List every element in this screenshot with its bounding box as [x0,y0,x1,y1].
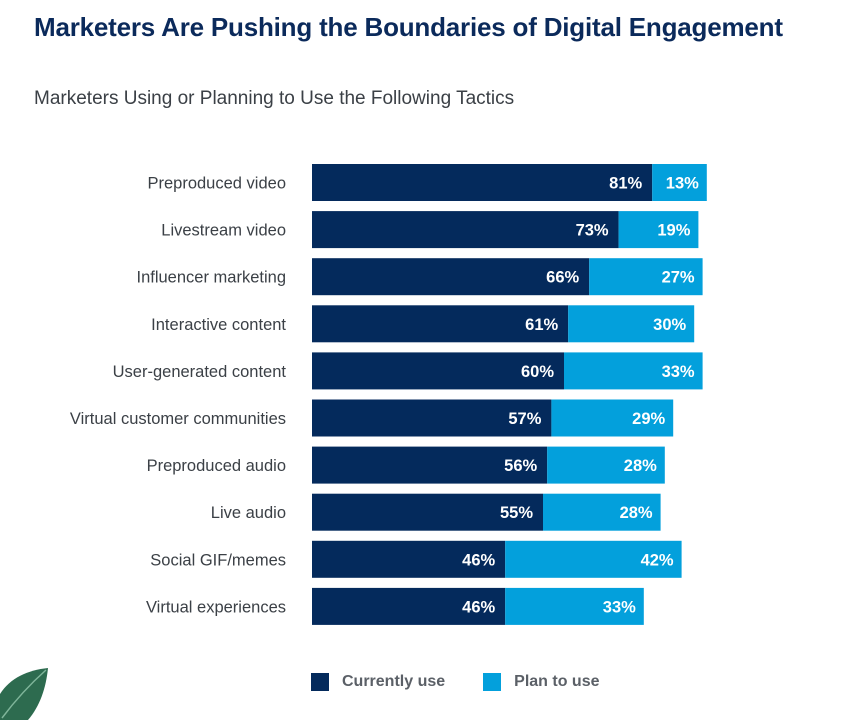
chart-subtitle: Marketers Using or Planning to Use the F… [34,88,515,109]
bar-plan-to-use [589,258,703,296]
data-label-currently-use: 57% [508,410,541,428]
legend-label-plan-to-use: Plan to use [514,673,600,690]
data-label-currently-use: 55% [500,504,533,522]
legend-item-currently-use: Currently use [311,673,445,691]
legend-label-currently-use: Currently use [342,673,446,690]
data-label-currently-use: 56% [504,457,537,475]
data-label-plan-to-use: 33% [603,598,636,616]
category-label: Preproduced audio [147,457,286,475]
legend-swatch-plan-to-use [483,673,502,691]
data-label-plan-to-use: 13% [666,175,699,193]
bar-currently-use [312,258,590,296]
bar-plan-to-use [547,446,665,484]
category-label: Social GIF/memes [150,551,286,569]
bar-plan-to-use [505,540,682,578]
data-label-plan-to-use: 33% [662,363,695,381]
bar-plan-to-use [505,587,644,625]
data-label-plan-to-use: 42% [641,551,674,569]
data-label-currently-use: 46% [462,598,495,616]
page-title: Marketers Are Pushing the Boundaries of … [34,12,783,42]
bar-currently-use [312,587,506,625]
bar-currently-use [312,493,543,531]
category-label: Virtual experiences [146,598,286,616]
bar-plan-to-use [551,399,674,437]
data-label-plan-to-use: 27% [662,269,695,287]
data-label-currently-use: 66% [546,269,579,287]
data-label-currently-use: 61% [525,316,558,334]
legend-swatch-currently-use [311,673,329,691]
bar-currently-use [312,446,548,484]
data-label-plan-to-use: 28% [624,457,657,475]
category-label: Livestream video [161,222,286,240]
bar-plan-to-use [543,493,661,531]
data-label-currently-use: 81% [609,175,642,193]
data-label-currently-use: 73% [576,222,609,240]
bar-currently-use [312,305,569,343]
bar-currently-use [312,540,506,578]
data-label-currently-use: 46% [462,551,495,569]
legend-item-plan-to-use: Plan to use [483,673,600,691]
bar-currently-use [312,352,564,390]
data-label-plan-to-use: 28% [620,504,653,522]
category-label: Live audio [211,504,286,522]
stacked-bar-chart: Preproduced video 81% 13% Livestream video 7… [70,164,707,625]
data-label-plan-to-use: 19% [657,222,690,240]
data-label-plan-to-use: 29% [632,410,665,428]
bar-plan-to-use [618,211,699,249]
bar-plan-to-use [652,164,707,201]
chart-legend: Currently use Plan to use [311,673,600,691]
bar-plan-to-use [568,305,695,343]
category-label: User-generated content [113,363,287,381]
bar-currently-use [312,399,552,437]
bar-currently-use [312,164,653,201]
bar-plan-to-use [564,352,703,390]
data-label-currently-use: 60% [521,363,554,381]
category-label: Virtual customer communities [70,410,286,428]
bar-currently-use [312,211,619,249]
category-label: Interactive content [151,316,286,334]
category-label: Preproduced video [147,175,286,193]
data-label-plan-to-use: 30% [653,316,686,334]
category-label: Influencer marketing [137,269,287,287]
leaf-decoration-icon [0,668,48,720]
